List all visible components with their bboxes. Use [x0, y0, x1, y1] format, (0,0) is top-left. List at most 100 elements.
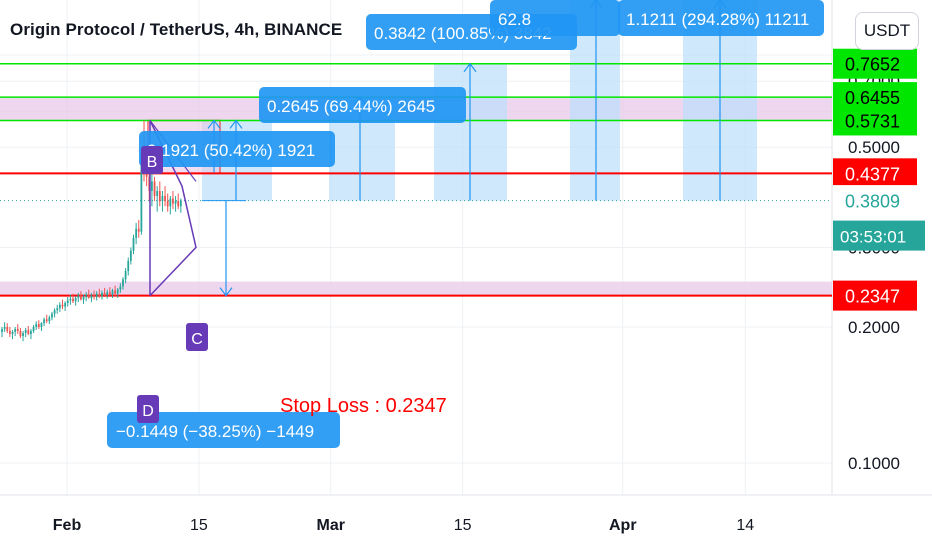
candle-body-57: [151, 181, 153, 191]
candle-body-59: [156, 191, 159, 196]
target-label-4: 1.1211 (294.28%) 11211: [626, 10, 809, 29]
candle-body-50: [132, 237, 135, 251]
candle-body-0: [1, 328, 3, 332]
target-label-box-0: [139, 131, 335, 167]
candle-body-10: [27, 329, 30, 334]
candle-body-17: [45, 319, 48, 322]
pattern-point-box-1: [186, 323, 208, 351]
candle-body-43: [114, 290, 116, 294]
candle-body-32: [85, 294, 88, 298]
candle-body-8: [22, 332, 24, 337]
y-tick-label-5: 0.2000: [848, 318, 900, 337]
candle-body-35: [93, 295, 95, 298]
candle-body-34: [90, 295, 93, 298]
candle-body-1: [3, 327, 6, 329]
candle-body-23: [61, 304, 64, 307]
x-tick-label-1: 15: [190, 517, 208, 534]
level-tag-3: 0.4377: [845, 164, 900, 184]
level-tag-box-0: [833, 48, 917, 79]
pattern-point-box-2: [137, 395, 159, 423]
candle-body-41: [108, 292, 111, 295]
candle-body-30: [80, 295, 82, 300]
x-tick-label-2: Mar: [317, 517, 345, 534]
candle-body-60: [158, 191, 161, 202]
candle-body-4: [11, 331, 14, 334]
current-price-tag-box: [832, 185, 918, 217]
candle-body-46: [122, 279, 124, 287]
x-tick-label-4: Apr: [609, 517, 637, 534]
candle-body-65: [172, 198, 174, 204]
candle-body-27: [72, 298, 74, 302]
x-tick-label-5: 14: [736, 517, 754, 534]
level-tag-0: 0.7652: [845, 55, 900, 75]
candle-body-18: [48, 317, 51, 322]
pattern-point-label-0: B: [147, 154, 158, 171]
candle-body-47: [124, 271, 127, 280]
candle-body-68: [179, 200, 182, 207]
target-label-box-1: [259, 87, 466, 123]
candle-body-12: [32, 327, 35, 331]
candle-body-7: [19, 330, 22, 337]
candle-body-29: [77, 295, 80, 298]
b-arrow-head: [207, 119, 221, 129]
candle-body-19: [51, 313, 53, 318]
level-tag-2: 0.5731: [845, 111, 900, 131]
candle-body-58: [153, 181, 156, 196]
candle-body-22: [58, 304, 61, 309]
candle-body-63: [166, 201, 169, 207]
candle-body-3: [8, 330, 11, 334]
candle-body-5: [14, 328, 17, 332]
candle-body-62: [164, 195, 166, 202]
candle-body-11: [30, 330, 32, 334]
loss-label-box: [107, 412, 340, 448]
target-label-box-4: [618, 0, 824, 36]
candle-body-2: [6, 327, 9, 331]
candle-body-51: [135, 228, 138, 238]
candle-body-67: [177, 201, 180, 207]
countdown-box: [833, 220, 925, 251]
y-tick-label-6: 0.1000: [848, 454, 900, 473]
target-label-box-3: [490, 0, 620, 36]
candle-body-15: [40, 323, 43, 327]
chart-title: Origin Protocol / TetherUS, 4h, BINANCE: [10, 20, 343, 39]
target-arrow-1-head: [229, 119, 243, 129]
candle-body-9: [24, 329, 27, 333]
candle-body-52: [137, 228, 140, 232]
candle-body-24: [64, 303, 67, 307]
target-label-3: 62.8: [498, 10, 531, 29]
candle-body-61: [161, 195, 164, 202]
level-tag-1: 0.6455: [845, 88, 900, 108]
candle-body-20: [53, 310, 56, 314]
candle-body-44: [116, 289, 119, 294]
candle-body-13: [35, 324, 38, 327]
candle-body-37: [98, 293, 101, 297]
candle-body-42: [111, 290, 114, 295]
candle-body-14: [37, 324, 40, 327]
candle-body-33: [87, 294, 90, 298]
candle-body-53: [140, 155, 143, 232]
harmonic-pattern: [149, 120, 197, 297]
level-tag-box-4: [833, 280, 917, 311]
candle-body-48: [127, 260, 130, 272]
candle-body-45: [119, 286, 122, 290]
candle-body-25: [66, 300, 69, 304]
candle-body-26: [69, 298, 72, 301]
countdown-label: 03:53:01: [840, 228, 906, 247]
candle-body-21: [56, 308, 59, 311]
y-tick-label-3: 0.5000: [848, 138, 900, 157]
level-tag-4: 0.2347: [845, 287, 900, 307]
candle-body-49: [129, 250, 132, 261]
loss-label: −0.1449 (−38.25%) −1449: [116, 422, 314, 441]
candle-body-6: [16, 328, 19, 331]
target-label-0: 0.1921 (50.42%) 1921: [147, 141, 315, 160]
candle-body-64: [169, 198, 172, 207]
candle-body-40: [106, 292, 109, 296]
candle-body-66: [174, 201, 177, 204]
loss-arrow-head: [219, 287, 233, 297]
candle-body-39: [103, 292, 106, 296]
target-label-1: 0.2645 (69.44%) 2645: [267, 97, 435, 116]
currency-button[interactable]: USDT: [855, 12, 919, 50]
candle-body-38: [101, 292, 103, 297]
candle-body-16: [43, 319, 45, 324]
